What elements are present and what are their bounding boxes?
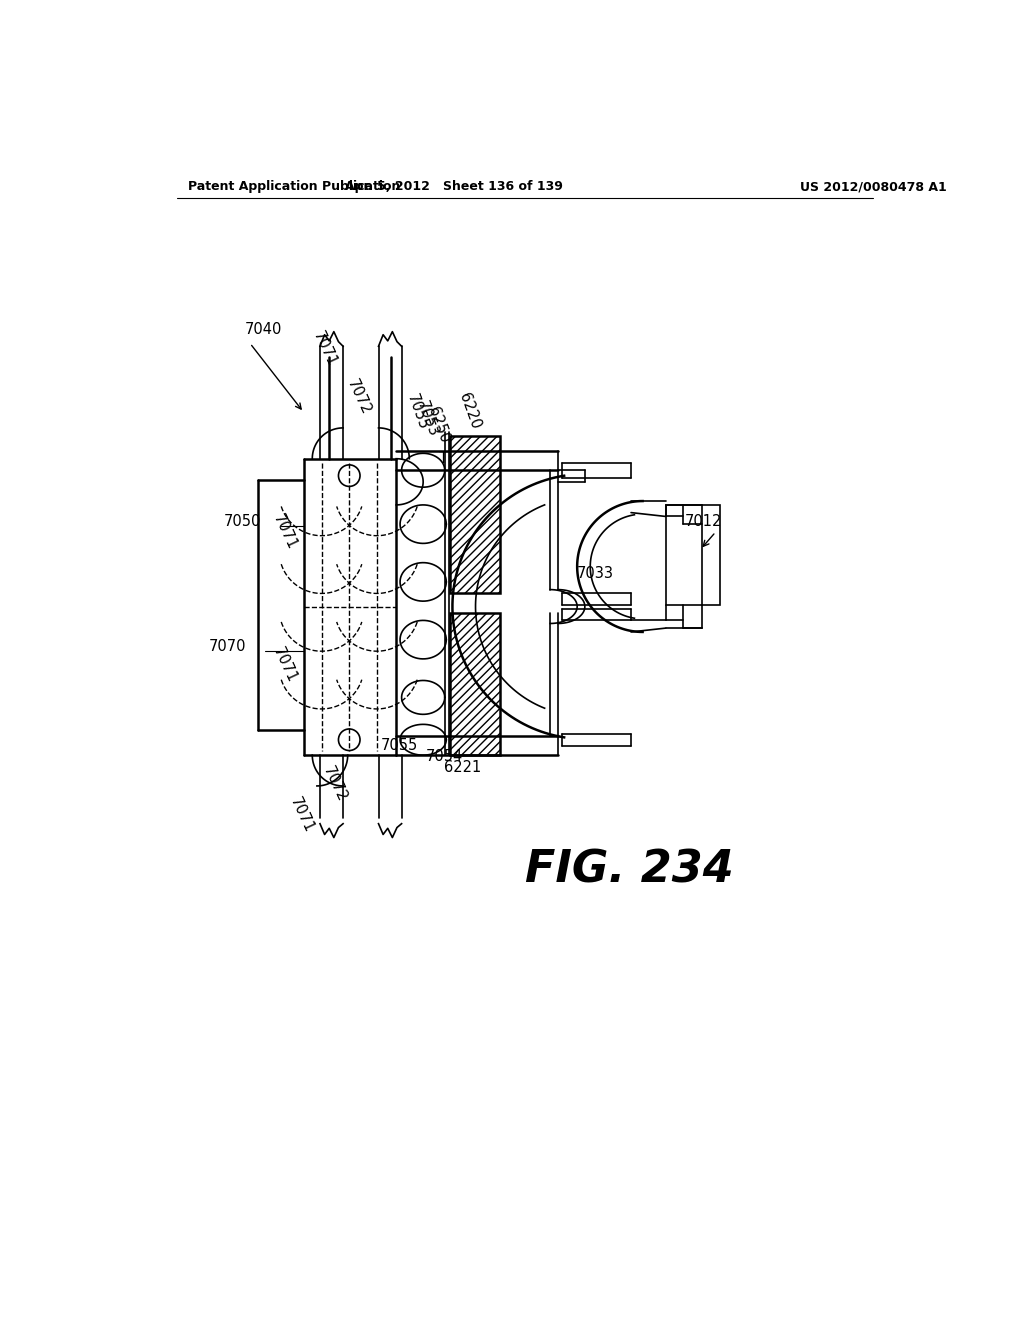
Text: 7055: 7055 xyxy=(381,738,418,752)
Text: Patent Application Publication: Patent Application Publication xyxy=(188,181,400,194)
Text: 7071: 7071 xyxy=(287,795,316,836)
Text: 7070: 7070 xyxy=(209,639,246,655)
Text: 7071: 7071 xyxy=(310,329,339,370)
Text: 7071: 7071 xyxy=(270,512,299,553)
Text: 6250: 6250 xyxy=(425,405,452,445)
Text: 7054: 7054 xyxy=(425,750,463,764)
Text: 7071: 7071 xyxy=(270,644,299,685)
Bar xyxy=(666,504,720,605)
Text: 7072: 7072 xyxy=(319,764,349,804)
Text: 7033: 7033 xyxy=(578,566,614,581)
Text: 7053: 7053 xyxy=(415,399,441,438)
Text: 6221: 6221 xyxy=(444,760,481,775)
Text: 7055: 7055 xyxy=(404,392,431,433)
Text: US 2012/0080478 A1: US 2012/0080478 A1 xyxy=(801,181,947,194)
Bar xyxy=(451,612,500,755)
Text: 7012: 7012 xyxy=(685,515,722,529)
Text: 6220: 6220 xyxy=(456,391,482,430)
Text: 7050: 7050 xyxy=(224,515,261,529)
Text: 7040: 7040 xyxy=(245,322,282,337)
Bar xyxy=(451,436,500,594)
Text: FIG. 234: FIG. 234 xyxy=(525,849,734,891)
Text: Apr. 5, 2012   Sheet 136 of 139: Apr. 5, 2012 Sheet 136 of 139 xyxy=(345,181,563,194)
Text: 7072: 7072 xyxy=(344,378,373,417)
Text: T: T xyxy=(438,450,447,466)
